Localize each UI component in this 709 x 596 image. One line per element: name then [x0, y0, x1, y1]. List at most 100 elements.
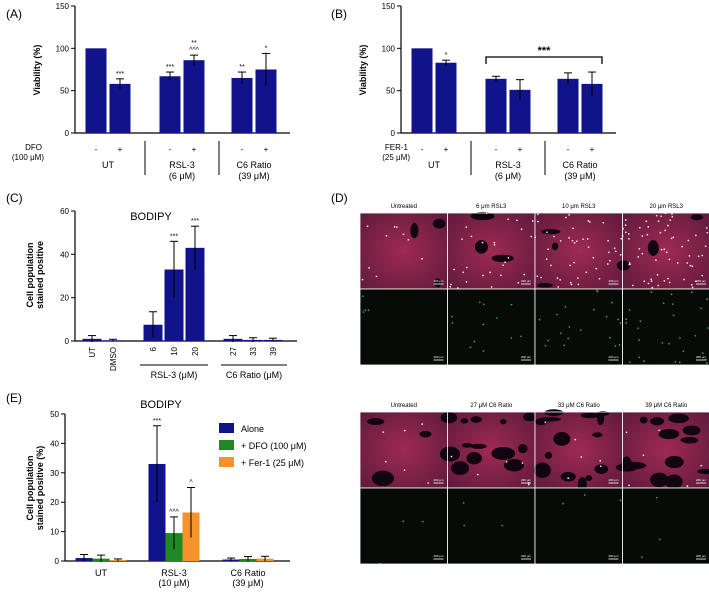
green-signal-dot — [682, 350, 685, 353]
overlay-image: 200 μm — [439, 411, 537, 489]
cell-dot — [575, 240, 578, 243]
green-signal-dot — [567, 337, 569, 340]
cell-dot — [705, 226, 708, 229]
dark-region — [491, 446, 516, 460]
image-background — [360, 213, 448, 289]
dark-region — [470, 443, 487, 449]
green-signal-dot — [451, 315, 453, 318]
green-signal-dot — [671, 303, 674, 305]
green-signal-dot — [625, 318, 627, 321]
scale-bar-label: 200 μm — [521, 279, 532, 283]
cell-dot — [659, 231, 662, 234]
green-signal-dot — [694, 334, 697, 337]
column-header: Untreated — [391, 204, 417, 210]
treatment-concentration: (100 μM) — [12, 153, 45, 162]
oxidized-dye-image: 200 μm — [622, 487, 709, 565]
significance-marker: *** — [166, 64, 174, 71]
cell-dot — [553, 235, 555, 238]
scale-bar-label: 200 μm — [433, 554, 444, 558]
green-signal-dot — [469, 346, 472, 349]
dark-region — [690, 214, 704, 221]
dark-region — [668, 413, 689, 424]
bar — [109, 83, 131, 133]
green-signal-dot — [605, 315, 608, 318]
overlay-image: 200 μm — [359, 212, 448, 290]
dark-region — [544, 409, 564, 416]
cell-dot — [667, 224, 669, 227]
cell-dot — [568, 214, 571, 216]
cell-dot — [476, 473, 479, 476]
dark-region — [536, 283, 554, 288]
y-tick-label: 30 — [50, 469, 59, 478]
cell-dot — [521, 462, 524, 464]
green-signal-dot — [496, 317, 498, 319]
chart-panel-b: Viability (%) FER-1 (25 μM) 0 50 100 150 - * +… — [358, 2, 616, 181]
cell-dot — [655, 259, 657, 262]
cell-dot — [592, 256, 595, 259]
treatment-sign: + — [192, 145, 197, 154]
cell-dot — [587, 220, 590, 222]
significance-marker: *** — [153, 418, 161, 425]
treatment-sign: + — [118, 145, 123, 154]
cell-dot — [507, 218, 510, 221]
image-background — [447, 289, 535, 365]
group-label: UT — [428, 160, 440, 170]
x-tick-label: 39 — [269, 346, 278, 355]
y-tick-label: 40 — [60, 250, 69, 259]
cell-dot — [697, 255, 700, 258]
column-header: Untreated — [391, 403, 417, 409]
green-signal-dot — [638, 339, 640, 341]
green-signal-dot — [702, 352, 704, 354]
x-tick-label: C6 Ratio — [230, 568, 265, 578]
green-signal-dot — [482, 350, 485, 352]
y-axis-label: Viability (%) — [32, 45, 42, 96]
dark-region — [541, 229, 561, 235]
cell-dot — [462, 271, 465, 274]
cell-dot — [559, 240, 562, 242]
dark-region — [615, 463, 638, 472]
dark-region — [474, 240, 488, 254]
significance-marker: *** — [170, 233, 178, 240]
cell-dot — [631, 284, 634, 287]
y-tick-label: 0 — [391, 129, 396, 138]
x-tick-label: (10 μM) — [158, 578, 189, 588]
legend-label: + Fer-1 (25 μM) — [241, 458, 304, 468]
green-signal-dot — [618, 344, 621, 346]
scale-bar-label: 200 μm — [608, 355, 619, 359]
cell-dot — [613, 247, 616, 250]
green-signal-dot — [596, 290, 599, 293]
cell-dot — [701, 254, 704, 257]
green-signal-dot — [483, 303, 485, 306]
cell-dot — [421, 257, 423, 260]
bar — [557, 78, 579, 133]
y-tick-label: 150 — [382, 2, 396, 11]
dark-region — [470, 211, 495, 221]
cell-dot — [628, 484, 630, 487]
cell-dot — [625, 431, 628, 434]
cell-dot — [656, 273, 659, 276]
cell-dot — [641, 252, 644, 255]
dark-region — [553, 431, 571, 446]
treatment-label: DFO — [25, 143, 42, 152]
cell-dot — [368, 267, 370, 269]
cell-dot — [482, 274, 484, 277]
cell-dot — [638, 226, 641, 229]
cell-dot — [450, 455, 453, 458]
dark-region — [650, 417, 665, 426]
cell-dot — [536, 275, 539, 278]
dark-region — [664, 455, 684, 469]
dark-region — [697, 468, 709, 475]
group-label: RSL-3 — [495, 160, 521, 170]
cell-dot — [465, 266, 468, 269]
oxidized-dye-image: 200 μm — [447, 487, 536, 565]
cell-dot — [580, 456, 583, 458]
cell-dot — [657, 284, 660, 287]
dark-region — [682, 437, 699, 444]
y-tick-label: 20 — [60, 294, 69, 303]
green-signal-dot — [609, 336, 611, 339]
cell-dot — [599, 465, 602, 468]
column-header: 33 μM C6 Ratio — [558, 403, 600, 409]
cell-dot — [658, 429, 661, 432]
dark-region — [523, 412, 537, 422]
